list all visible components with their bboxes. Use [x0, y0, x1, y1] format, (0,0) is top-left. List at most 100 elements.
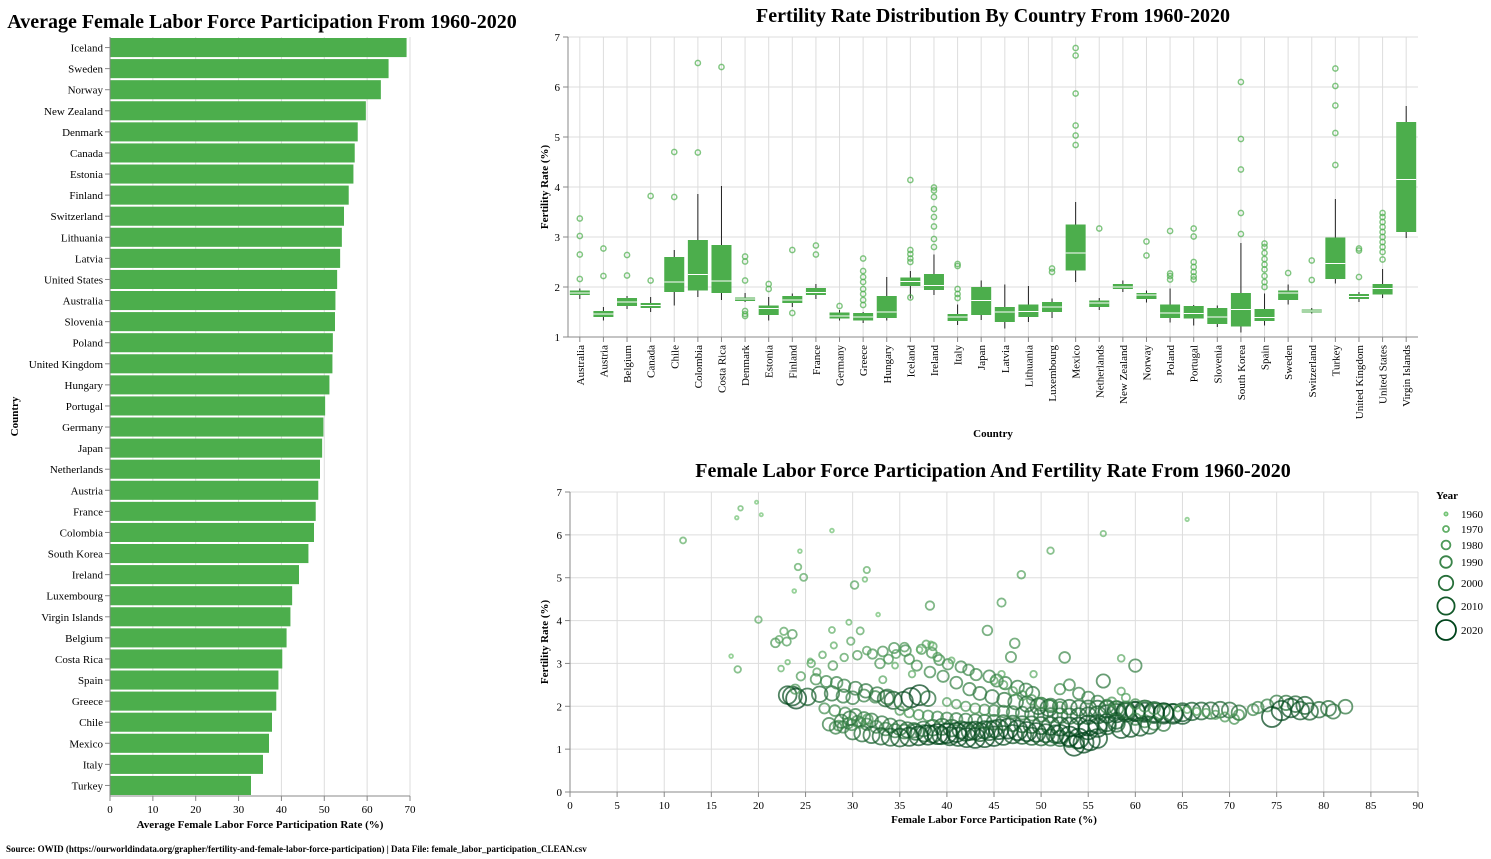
- box-outlier: [694, 59, 702, 67]
- scatter-point: [907, 669, 917, 679]
- scatter-point: [1016, 690, 1028, 702]
- box-australia: [569, 215, 590, 299]
- box-outlier: [930, 243, 938, 251]
- box-iqr: [805, 288, 826, 295]
- scatter-point: [1191, 706, 1202, 717]
- scatter-point: [1053, 701, 1067, 715]
- scatter-point: [1201, 707, 1211, 718]
- box-y-tick-label: 5: [555, 132, 561, 144]
- box-finland: [782, 246, 803, 317]
- bar: [110, 333, 333, 353]
- box-y-tick-label: 7: [555, 32, 561, 44]
- scatter-point: [978, 703, 991, 716]
- legend-label: 1970: [1461, 524, 1484, 536]
- scatter-point: [1290, 700, 1311, 721]
- scatter-point: [1022, 715, 1041, 734]
- scatter-point: [806, 658, 816, 669]
- box-outlier: [1261, 283, 1268, 291]
- scatter-point: [728, 653, 734, 659]
- scatter-point: [852, 649, 863, 661]
- scatter-point: [958, 712, 973, 728]
- bar-category-label: Germany: [62, 422, 103, 434]
- box-outlier: [576, 215, 584, 222]
- legend-symbol: [1439, 555, 1453, 569]
- bar-category-label: New Zealand: [44, 106, 103, 118]
- box-switzerland: [1301, 257, 1322, 314]
- box-category-label: Costa Rica: [716, 345, 728, 393]
- bar-category-label: Slovenia: [65, 317, 104, 329]
- scatter-point: [1300, 702, 1319, 721]
- box-category-label: New Zealand: [1118, 345, 1130, 404]
- bar: [110, 227, 342, 247]
- bar: [110, 164, 354, 184]
- scatter-point: [858, 683, 874, 699]
- scatter-point: [787, 628, 798, 640]
- bar: [110, 733, 269, 753]
- scatter-point: [1337, 698, 1354, 715]
- box-category-label: Greece: [858, 345, 870, 376]
- scatter-point: [754, 615, 763, 624]
- box-category-label: Luxembourg: [1047, 345, 1059, 402]
- scatter-point: [758, 512, 764, 518]
- scatter-point: [1070, 699, 1088, 717]
- scatter-point: [974, 720, 995, 740]
- bar: [110, 649, 283, 669]
- bar: [110, 712, 272, 732]
- scatter-point: [733, 665, 742, 674]
- box-outlier: [812, 251, 820, 258]
- bar: [110, 122, 358, 142]
- box-outlier: [1143, 252, 1150, 259]
- box-canada: [640, 192, 661, 312]
- bar-category-label: Norway: [68, 85, 104, 97]
- scatter-point: [862, 726, 881, 744]
- scatter-x-tick-label: 10: [659, 800, 671, 812]
- bar: [110, 607, 291, 627]
- scatter-x-tick-label: 80: [1318, 800, 1330, 812]
- bar-category-label: Colombia: [60, 527, 104, 539]
- scatter-point: [754, 499, 760, 505]
- scatter-point: [954, 660, 968, 674]
- bar-x-axis-title: Average Female Labor Force Participation…: [137, 819, 384, 831]
- bar: [110, 438, 323, 458]
- box-mexico: [1065, 44, 1086, 282]
- box-outlier: [1355, 247, 1363, 254]
- scatter-point: [951, 720, 971, 740]
- scatter-point: [811, 685, 829, 703]
- box-iqr: [994, 307, 1015, 322]
- scatter-point: [1106, 696, 1118, 708]
- scatter-point: [955, 721, 976, 742]
- box-outlier: [1072, 44, 1079, 52]
- box-category-label: Chile: [669, 345, 681, 369]
- box-outlier: [1190, 273, 1198, 280]
- box-south-korea: [1230, 78, 1251, 333]
- box-outlier: [930, 223, 938, 230]
- bar: [110, 269, 338, 289]
- scatter-point: [1077, 719, 1099, 741]
- box-outlier: [576, 232, 584, 240]
- scatter-point: [951, 698, 962, 710]
- scatter-x-tick-label: 70: [1224, 800, 1236, 812]
- box-france: [805, 242, 826, 299]
- scatter-point: [1320, 700, 1337, 717]
- scatter-point: [789, 683, 801, 695]
- scatter-point: [829, 676, 844, 690]
- bar: [110, 628, 287, 648]
- bar: [110, 38, 407, 58]
- scatter-point: [874, 657, 886, 670]
- scatter-point: [931, 710, 944, 724]
- bar: [110, 312, 335, 332]
- scatter-point: [878, 675, 888, 685]
- box-category-label: Spain: [1260, 345, 1272, 371]
- box-lithuania: [1018, 286, 1039, 322]
- bar: [110, 143, 355, 163]
- box-category-label: Slovenia: [1212, 345, 1224, 384]
- scatter-point: [862, 565, 871, 575]
- scatter-point: [827, 660, 839, 671]
- scatter-x-tick-label: 5: [614, 800, 620, 812]
- scatter-point: [1031, 727, 1051, 747]
- box-outlier: [859, 267, 867, 275]
- scatter-point: [947, 656, 956, 665]
- box-iqr: [1396, 122, 1417, 232]
- scatter-point: [1004, 714, 1022, 733]
- bar: [110, 522, 314, 542]
